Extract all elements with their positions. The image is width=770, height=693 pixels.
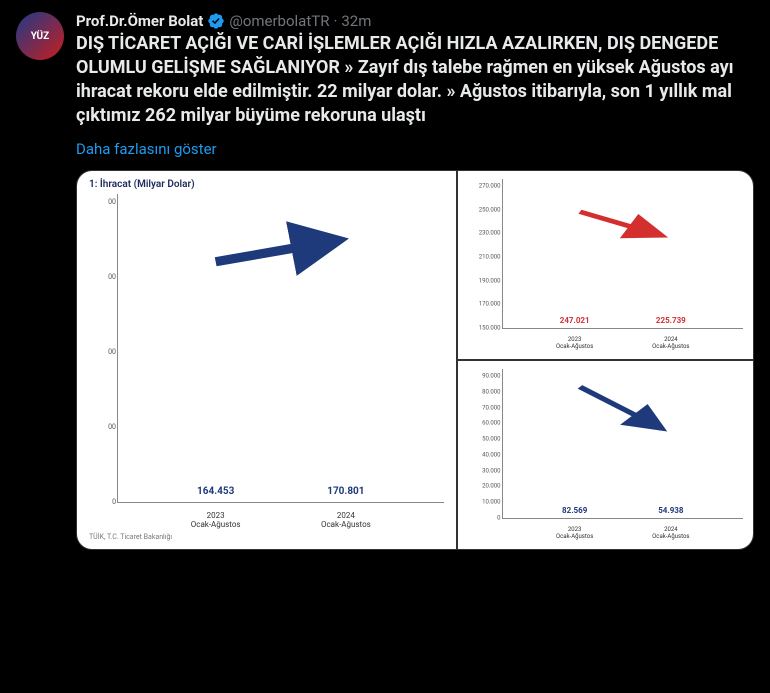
- chart3-wrap: 010.00020.00030.00040.00050.00060.00070.…: [458, 361, 754, 549]
- chart2-yticks: 150.000170.000190.000210.000230.000250.0…: [469, 179, 501, 328]
- chart3-arrow: [503, 369, 743, 518]
- chart3-xlabels: 2023Ocak-Ağustos2024Ocak-Ağustos: [503, 526, 743, 540]
- avatar[interactable]: YÜZ: [16, 12, 64, 60]
- chart3-yticks: 010.00020.00030.00040.00050.00060.00070.…: [469, 369, 501, 518]
- chart2-xlabels: 2023Ocak-Ağustos2024Ocak-Ağustos: [503, 336, 743, 350]
- timestamp[interactable]: 32m: [341, 12, 371, 30]
- chart3-area: 010.00020.00030.00040.00050.00060.00070.…: [502, 369, 743, 519]
- tweet-text: DIŞ TİCARET AÇIĞI VE CARİ İŞLEMLER AÇIĞI…: [76, 32, 754, 128]
- media-chart-2[interactable]: 150.000170.000190.000210.000230.000250.0…: [458, 171, 754, 359]
- chart1-yticks: 000000000: [88, 194, 116, 502]
- avatar-text: YÜZ: [31, 31, 49, 42]
- tweet-header: Prof.Dr.Ömer Bolat @omerbolatTR · 32m: [76, 12, 754, 30]
- handle[interactable]: @omerbolatTR: [229, 12, 329, 30]
- tweet: YÜZ Prof.Dr.Ömer Bolat @omerbolatTR · 32…: [0, 0, 770, 562]
- media-chart-3[interactable]: 010.00020.00030.00040.00050.00060.00070.…: [458, 361, 754, 549]
- chart2-arrow: [503, 179, 743, 328]
- dot-separator: ·: [333, 12, 337, 30]
- chart1-title: 1: İhracat (Milyar Dolar): [89, 179, 444, 190]
- chart1-xlabels: 2023Ocak-Ağustos2024Ocak-Ağustos: [118, 511, 444, 530]
- avatar-column: YÜZ: [16, 12, 64, 550]
- tweet-main: Prof.Dr.Ömer Bolat @omerbolatTR · 32m DI…: [76, 12, 754, 550]
- verified-icon: [207, 12, 225, 30]
- display-name[interactable]: Prof.Dr.Ömer Bolat: [76, 12, 203, 30]
- chart2-wrap: 150.000170.000190.000210.000230.000250.0…: [458, 171, 754, 359]
- media-grid: 1: İhracat (Milyar Dolar) 000000000 164.…: [76, 170, 754, 550]
- chart1-arrow: [118, 194, 444, 502]
- media-chart-1[interactable]: 1: İhracat (Milyar Dolar) 000000000 164.…: [77, 171, 456, 549]
- chart2-area: 150.000170.000190.000210.000230.000250.0…: [502, 179, 743, 329]
- chart1-footnote: TÜİK, T.C. Ticaret Bakanlığı: [89, 533, 444, 541]
- chart1-wrap: 1: İhracat (Milyar Dolar) 000000000 164.…: [77, 171, 456, 549]
- show-more-link[interactable]: Daha fazlasını göster: [76, 140, 754, 158]
- chart1-area: 000000000 164.453 170.801: [117, 194, 444, 503]
